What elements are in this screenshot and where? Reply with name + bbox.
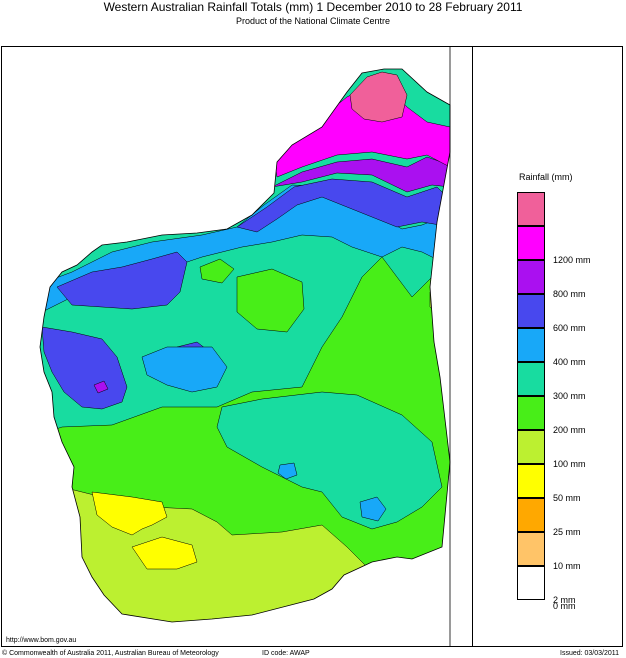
map-frame <box>1 46 623 647</box>
legend-label: 100 mm <box>553 459 586 469</box>
map-title: Western Australian Rainfall Totals (mm) … <box>103 0 523 14</box>
legend-label: 300 mm <box>553 391 586 401</box>
footer-url[interactable]: http://www.bom.gov.au <box>6 637 77 644</box>
zone-25-50-a <box>91 491 168 536</box>
legend-label: 1200 mm <box>553 255 591 265</box>
legend-swatch <box>517 430 545 464</box>
zone-100-200-small <box>199 258 235 284</box>
footer-issued: Issued: 03/03/2011 <box>560 650 620 657</box>
coastline <box>39 68 451 623</box>
zone-600-800-north <box>271 156 450 193</box>
footer-copyright: © Commonwealth of Australia 2011, Austra… <box>2 650 219 657</box>
legend-swatch <box>517 566 545 600</box>
zone-600-800-west <box>93 380 109 394</box>
legend-label: 25 mm <box>553 527 581 537</box>
zone-300-400-spot-c <box>359 496 387 522</box>
legend-title: Rainfall (mm) <box>519 172 573 182</box>
legend-label: 50 mm <box>553 493 581 503</box>
legend-swatch <box>517 362 545 396</box>
legend-swatch <box>517 260 545 294</box>
zone-1200-plus <box>349 71 408 123</box>
legend-swatch <box>517 328 545 362</box>
legend-swatch <box>517 192 545 226</box>
legend-label: 2 mm <box>553 595 576 605</box>
legend-label: 800 mm <box>553 289 586 299</box>
legend-swatch <box>517 226 545 260</box>
zone-400-600-pilbara <box>56 251 188 310</box>
zone-25-50-b <box>131 536 198 570</box>
footer-id-code: ID code: AWAP <box>262 650 310 657</box>
legend-swatch <box>517 498 545 532</box>
legend-swatch <box>517 294 545 328</box>
legend-label: 0 mm <box>553 601 576 611</box>
legend-label: 400 mm <box>553 357 586 367</box>
legend-divider <box>472 46 473 647</box>
zone-300-400-spot-b <box>277 462 298 480</box>
zone-300-400-spot-a <box>141 346 228 393</box>
rainfall-map <box>39 47 451 646</box>
legend-swatch <box>517 464 545 498</box>
map-subtitle: Product of the National Climate Centre <box>235 16 391 26</box>
legend-swatch <box>517 396 545 430</box>
legend-label: 200 mm <box>553 425 586 435</box>
legend-swatch <box>517 532 545 566</box>
zone-200-300-inland <box>216 391 443 530</box>
legend-label: 10 mm <box>553 561 581 571</box>
zone-50-100-east <box>429 286 450 323</box>
zone-100-200-centre <box>236 268 305 333</box>
legend-label: 600 mm <box>553 323 586 333</box>
